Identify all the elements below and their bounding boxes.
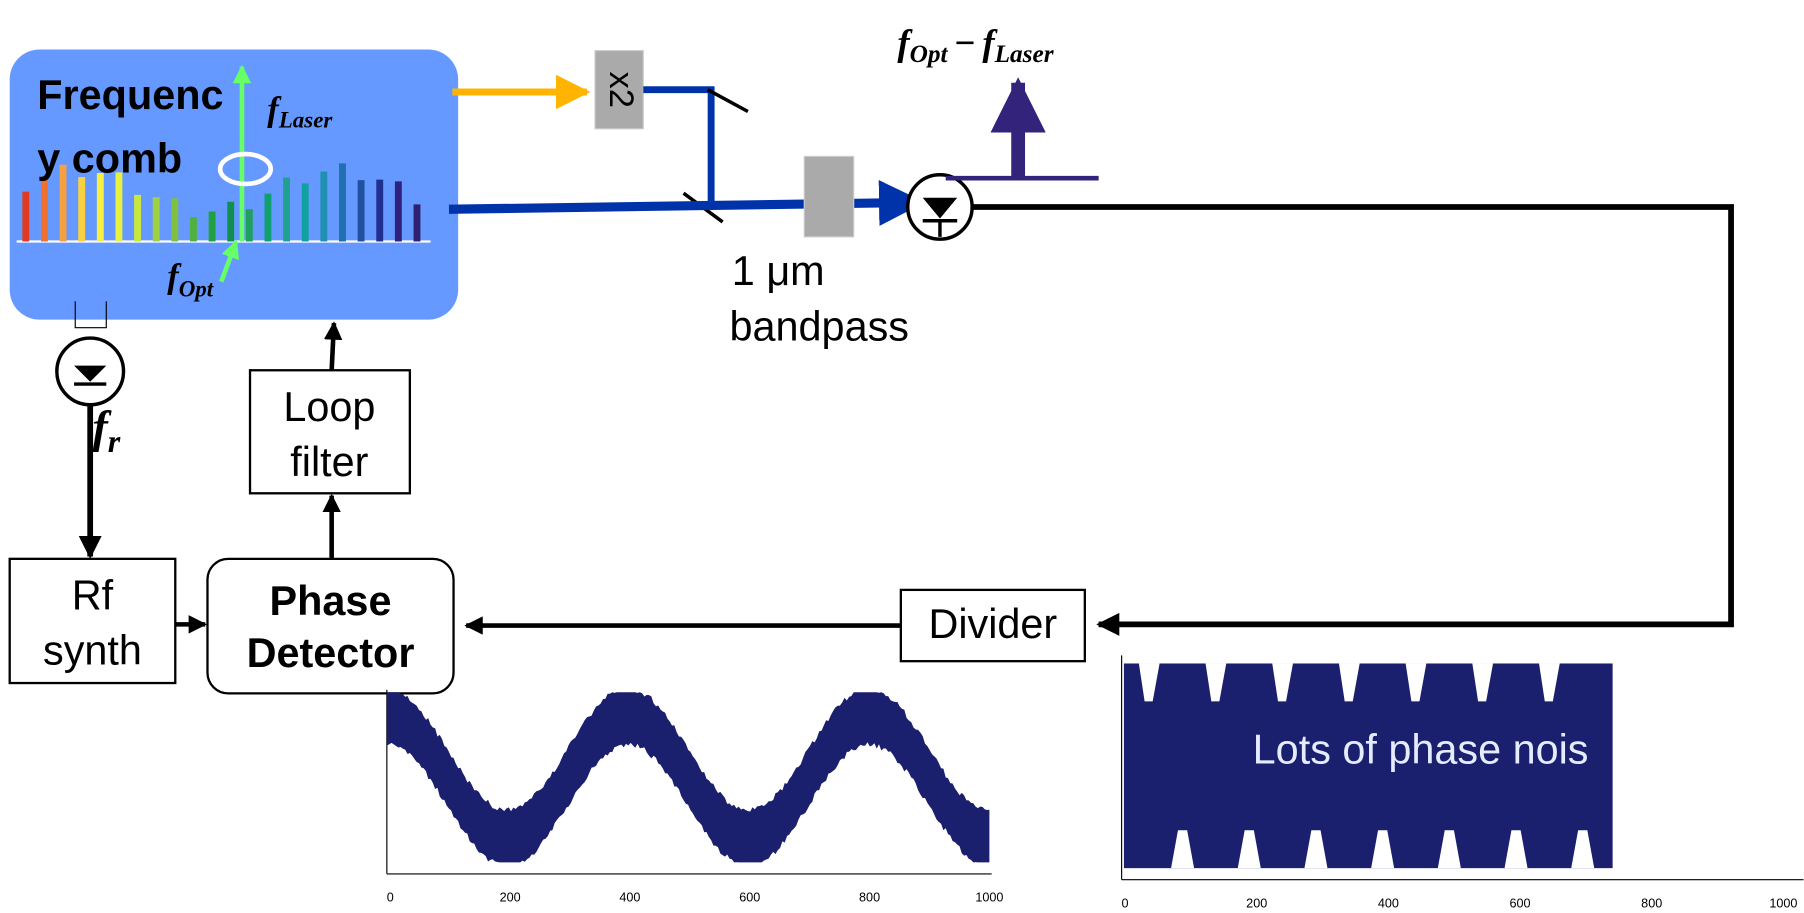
waveform-gap [1138, 663, 1160, 702]
x-tick-label: 1000 [1769, 896, 1797, 910]
x-tick-label: 0 [1122, 896, 1129, 910]
phase-detector-label: Detector [247, 630, 415, 676]
f-opt: fOpt [167, 257, 214, 301]
highlight [217, 151, 274, 187]
waveform-gap [1304, 830, 1328, 869]
waveform-gap [1371, 830, 1395, 869]
rf-synth-box [8, 557, 177, 685]
waveform-gap [1504, 830, 1528, 869]
x-tick-label: 400 [619, 891, 640, 905]
waveform-gap [1539, 663, 1560, 702]
waveform [1123, 663, 1613, 869]
divider-label: Divider [928, 601, 1057, 647]
tap [74, 301, 107, 329]
waveform [386, 692, 990, 863]
signal-line [972, 204, 1734, 636]
loop-filter-label: Loop [283, 384, 375, 430]
waveform-gap [1437, 830, 1461, 869]
divider-box [899, 588, 1086, 663]
beam [643, 86, 715, 207]
rf-synth-label: Rf [72, 572, 114, 618]
waveform-gap [1405, 663, 1427, 702]
f-r: fr [92, 402, 120, 459]
x-tick-label: 200 [1246, 896, 1267, 910]
f-laser: fLaser [267, 91, 333, 133]
waveform-gap [1571, 830, 1595, 869]
loop-filter-box [248, 369, 412, 495]
comb-label: y comb [37, 135, 182, 181]
waveform-gap [1338, 663, 1360, 702]
phase-detector-label: Phase [270, 578, 392, 624]
plot-left: 0 200 400 600 800 1000 [386, 689, 1003, 905]
filter-label: bandpass [730, 303, 909, 349]
x-tick-label: 800 [859, 891, 880, 905]
waveform-gap [1472, 663, 1494, 702]
waveform-gap [1171, 830, 1195, 869]
x-tick-label: 1000 [975, 891, 1003, 905]
doubler [594, 50, 644, 130]
waveform-gap [1205, 663, 1227, 702]
beat-label: fOpt − fLaser [897, 22, 1054, 68]
photodiode [55, 336, 126, 407]
loop-filter-label: filter [290, 439, 368, 485]
annotation: Lots of phase nois [1253, 727, 1589, 773]
x-tick-label: 200 [500, 891, 521, 905]
x-tick-label: 800 [1641, 896, 1662, 910]
x-tick-label: 600 [1510, 896, 1531, 910]
x-tick-label: 0 [387, 891, 394, 905]
opt-arrow [219, 239, 240, 283]
x-tick-label: 400 [1378, 896, 1399, 910]
mirror [706, 88, 749, 114]
waveform-gap [1272, 663, 1293, 702]
photodiode [906, 173, 974, 241]
signal-line [323, 321, 343, 371]
filter-label: 1 μm [732, 248, 825, 294]
comb-label: Frequenc [37, 72, 223, 118]
x-tick-label: 600 [739, 891, 760, 905]
plot-right: 0 200 400 600 800 1000 [1121, 655, 1804, 910]
waveform-gap [1237, 830, 1261, 869]
doubler-label: x2 [602, 71, 640, 107]
bandpass-filter [803, 155, 855, 238]
rf-synth-label: synth [43, 628, 142, 674]
